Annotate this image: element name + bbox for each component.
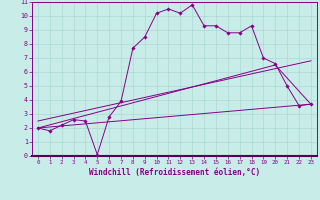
X-axis label: Windchill (Refroidissement éolien,°C): Windchill (Refroidissement éolien,°C)	[89, 168, 260, 177]
